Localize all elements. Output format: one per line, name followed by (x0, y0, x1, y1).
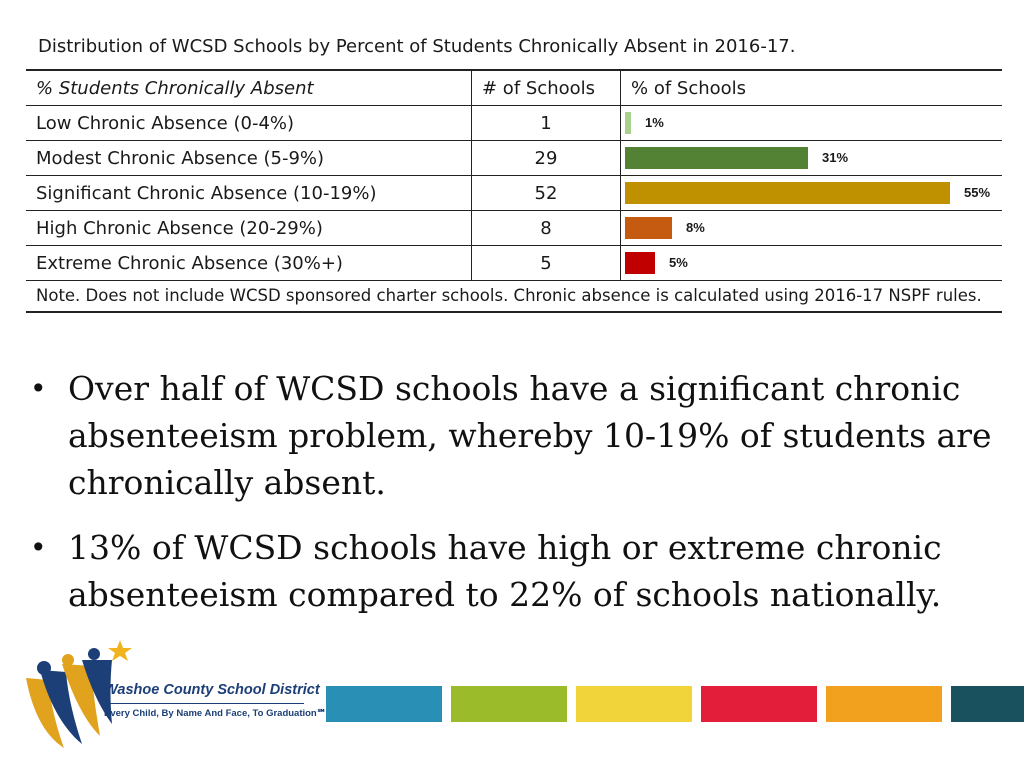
color-strip-3 (576, 686, 692, 722)
color-strip-4 (701, 686, 817, 722)
table-note-row: Note. Does not include WCSD sponsored ch… (26, 280, 1002, 313)
table-row: Modest Chronic Absence (5-9%) 29 31% (26, 140, 1002, 176)
distribution-table: % Students Chronically Absent # of Schoo… (26, 69, 1002, 313)
bullet-list: • Over half of WCSD schools have a signif… (30, 365, 1000, 636)
bullet-text: 13% of WCSD schools have high or extreme… (68, 528, 942, 614)
header-category: % Students Chronically Absent (26, 69, 472, 106)
row-category: Low Chronic Absence (0-4%) (26, 105, 472, 141)
bar-data-label: 8% (686, 220, 705, 235)
bar-data-label: 1% (645, 115, 664, 130)
bar-mark (625, 147, 808, 169)
bullet-glyph: • (30, 531, 47, 564)
bullet-text: Over half of WCSD schools have a signifi… (68, 369, 992, 502)
bar-data-label: 55% (964, 185, 991, 200)
row-count: 52 (471, 175, 621, 211)
org-tagline: Every Child, By Name And Face, To Gradua… (104, 708, 327, 719)
bar-mark (625, 112, 631, 134)
row-bar-cell: 31% (620, 140, 1002, 176)
row-category: Modest Chronic Absence (5-9%) (26, 140, 472, 176)
bullet-glyph: • (30, 372, 47, 405)
row-bar-cell: 55% (620, 175, 1002, 211)
table-row: High Chronic Absence (20-29%) 8 8% (26, 210, 1002, 246)
bar-data-label: 31% (822, 150, 849, 165)
table-row: Significant Chronic Absence (10-19%) 52 … (26, 175, 1002, 211)
bar-data-label: 5% (669, 255, 688, 270)
header-count: # of Schools (471, 69, 621, 106)
table-header-row: % Students Chronically Absent # of Schoo… (26, 69, 1002, 106)
color-strip-2 (451, 686, 567, 722)
row-category: High Chronic Absence (20-29%) (26, 210, 472, 246)
bar-mark (625, 217, 672, 239)
org-name: Washoe County School District (104, 682, 320, 698)
table-row: Low Chronic Absence (0-4%) 1 1% (26, 105, 1002, 141)
table-row: Extreme Chronic Absence (30%+) 5 5% (26, 245, 1002, 281)
row-count: 8 (471, 210, 621, 246)
row-bar-cell: 5% (620, 245, 1002, 281)
color-strip-6 (951, 686, 1024, 722)
row-count: 1 (471, 105, 621, 141)
row-count: 5 (471, 245, 621, 281)
bar-mark (625, 182, 950, 204)
table-title: Distribution of WCSD Schools by Percent … (38, 36, 796, 57)
row-category: Significant Chronic Absence (10-19%) (26, 175, 472, 211)
bar-mark (625, 252, 655, 274)
wcsd-logo-icon (26, 640, 132, 748)
row-bar-cell: 8% (620, 210, 1002, 246)
header-percent: % of Schools (620, 69, 1002, 106)
color-strip-1 (326, 686, 442, 722)
logo-divider (104, 703, 304, 704)
row-category: Extreme Chronic Absence (30%+) (26, 245, 472, 281)
bullet-item: • Over half of WCSD schools have a signif… (30, 365, 1000, 506)
table-note: Note. Does not include WCSD sponsored ch… (26, 280, 1002, 313)
bullet-item: • 13% of WCSD schools have high or extrem… (30, 524, 1000, 618)
row-bar-cell: 1% (620, 105, 1002, 141)
row-count: 29 (471, 140, 621, 176)
color-strip-5 (826, 686, 942, 722)
